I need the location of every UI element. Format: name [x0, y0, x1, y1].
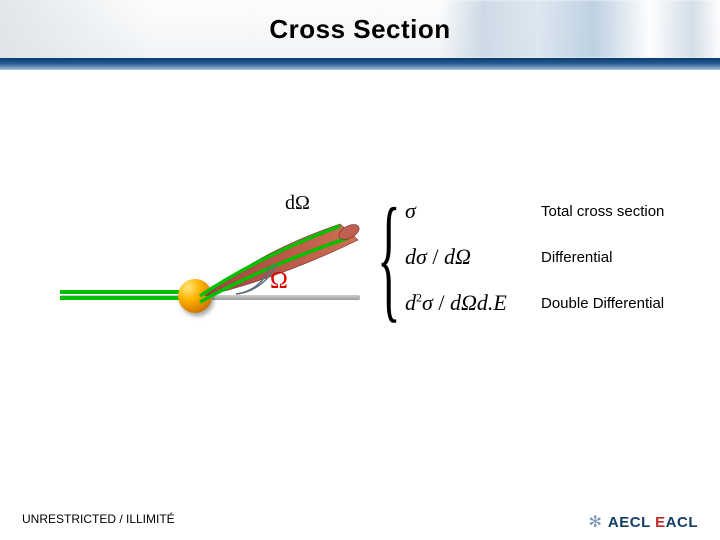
scattering-diagram: dΩ Ω	[60, 190, 360, 360]
equation-row: d2σ / dΩd.E Double Differential	[405, 280, 664, 326]
equation-expr: dσ / dΩ	[405, 244, 535, 270]
equation-label: Differential	[541, 249, 612, 266]
equation-expr: d2σ / dΩd.E	[405, 290, 535, 316]
slide-header: Cross Section	[0, 0, 720, 70]
omega-label: Ω	[270, 268, 288, 295]
slide-footer: UNRESTRICTED / ILLIMITÉ ✻ AECL EACL	[0, 504, 720, 540]
equation-expr: σ	[405, 198, 535, 224]
logo-star-icon: ✻	[589, 512, 602, 532]
equation-label: Total cross section	[541, 203, 664, 220]
logo-text: AECL EACL	[608, 514, 698, 531]
slide-body: dΩ Ω { σ Total cross section dσ / dΩ Dif…	[0, 80, 720, 500]
equation-row: dσ / dΩ Differential	[405, 234, 664, 280]
footer-classification: UNRESTRICTED / ILLIMITÉ	[22, 512, 175, 526]
equation-label: Double Differential	[541, 295, 664, 312]
slide-title: Cross Section	[0, 14, 720, 45]
brace-icon: {	[377, 188, 385, 328]
equation-row: σ Total cross section	[405, 188, 664, 234]
header-rule	[0, 58, 720, 70]
d-omega-label: dΩ	[285, 192, 310, 215]
footer-logo: ✻ AECL EACL	[589, 512, 698, 532]
incoming-beam	[60, 290, 192, 300]
equations-list: σ Total cross section dσ / dΩ Differenti…	[405, 188, 664, 326]
